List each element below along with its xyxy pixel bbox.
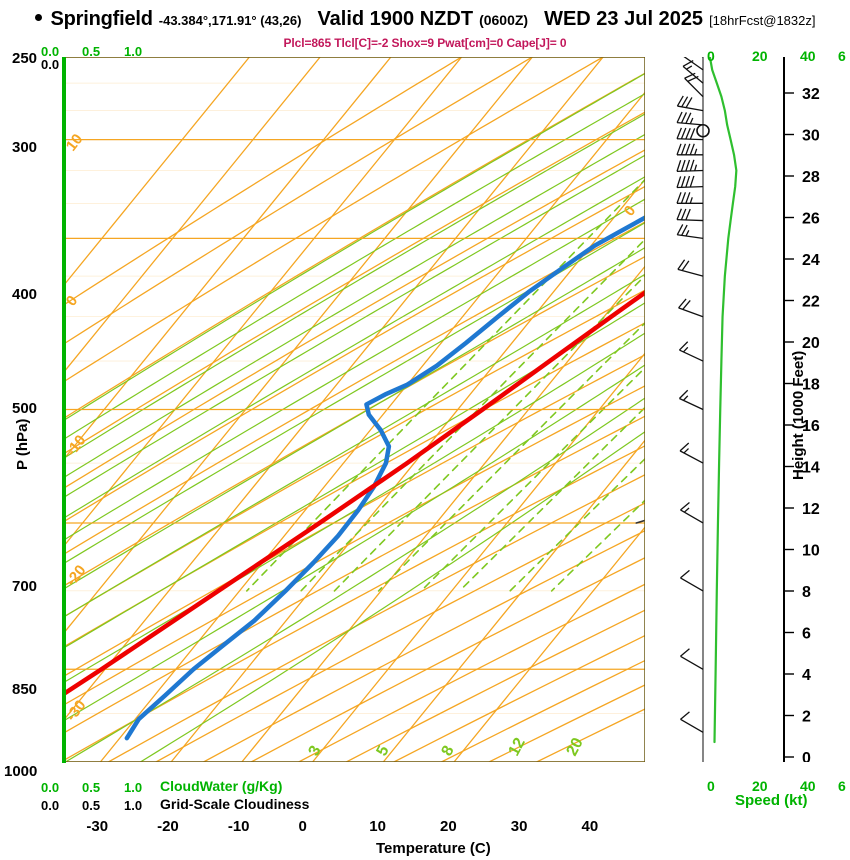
speed-tick-bottom-60: 6 bbox=[838, 778, 846, 794]
speed-tick-bottom-20: 20 bbox=[752, 778, 768, 794]
svg-text:24: 24 bbox=[802, 252, 820, 269]
speed-tick-top-0: 0 bbox=[707, 48, 715, 64]
valid-time-zulu: (0600Z) bbox=[479, 12, 529, 28]
speed-tick-top-20: 20 bbox=[752, 48, 768, 64]
speed-tick-top-60: 6 bbox=[838, 48, 846, 64]
sounding-parameters: Plcl=865 Tlcl[C]=-2 Shox=9 Pwat[cm]=0 Ca… bbox=[283, 36, 567, 50]
temperature-tick--30: -30 bbox=[86, 818, 109, 835]
height-axis: 32 30 28 26 24 22 20 18 16 14 12 10 8 6 4 2 0 bbox=[780, 57, 850, 767]
cloudwater-label: CloudWater (g/Kg) bbox=[160, 778, 283, 794]
valid-date: WED 23 Jul 2025 bbox=[544, 8, 704, 30]
cloudwater-tick-bottom-2: 1.0 bbox=[124, 780, 143, 795]
svg-text:0: 0 bbox=[621, 202, 640, 219]
svg-text:5: 5 bbox=[374, 743, 393, 759]
svg-text:4: 4 bbox=[802, 667, 811, 684]
wind-panel-svg bbox=[676, 57, 738, 762]
pressure-axis-label: P (hPa) bbox=[14, 418, 31, 470]
pressure-tick-300: 300 bbox=[12, 139, 38, 156]
cloudwater-axis-line bbox=[62, 57, 66, 763]
svg-text:6: 6 bbox=[802, 626, 811, 643]
speed-tick-top-40: 40 bbox=[800, 48, 816, 64]
cloudwater-tick-top-2: 1.0 bbox=[124, 44, 143, 59]
pressure-tick-400: 400 bbox=[12, 286, 38, 303]
svg-text:32: 32 bbox=[802, 86, 820, 103]
cloudwater-tick-top-0: 0.0 bbox=[41, 44, 60, 59]
temperature-trace bbox=[65, 289, 645, 696]
wind-barbs bbox=[676, 57, 710, 733]
svg-text:12: 12 bbox=[802, 501, 820, 518]
temperature-tick-10: 10 bbox=[369, 818, 386, 835]
speed-tick-bottom-0: 0 bbox=[707, 778, 715, 794]
svg-text:2: 2 bbox=[802, 709, 811, 726]
temperature-tick-40: 40 bbox=[581, 818, 599, 835]
temperature-tick--10: -10 bbox=[227, 818, 250, 835]
pressure-tick-500: 500 bbox=[12, 400, 38, 417]
station-name: Springfield bbox=[50, 8, 153, 30]
cloudiness-tick-top-0: 0.0 bbox=[41, 57, 60, 72]
skewt-plot-area[interactable]: 100-10-20-3001020303581220 bbox=[65, 57, 645, 762]
speed-tick-bottom-40: 40 bbox=[800, 778, 816, 794]
svg-text:22: 22 bbox=[802, 294, 820, 311]
temperature-tick-20: 20 bbox=[440, 818, 457, 835]
svg-text:26: 26 bbox=[802, 211, 820, 228]
svg-text:20: 20 bbox=[802, 335, 820, 352]
parcel-trace bbox=[635, 519, 645, 524]
cloudiness-tick-bottom-1: 0.5 bbox=[82, 798, 101, 813]
svg-text:8: 8 bbox=[802, 584, 811, 601]
svg-text:30: 30 bbox=[802, 128, 820, 145]
isopleth-labels: 100-10-20-3001020303581220 bbox=[65, 131, 640, 759]
temperature-axis-label: Temperature (C) bbox=[376, 840, 491, 857]
temperature-tick-0: 0 bbox=[298, 818, 307, 835]
height-axis-label: Height (1000 Feet) bbox=[790, 350, 807, 480]
dewpoint-trace bbox=[124, 215, 645, 741]
cloudwater-tick-bottom-0: 0.0 bbox=[41, 780, 60, 795]
svg-text:10: 10 bbox=[802, 543, 820, 560]
svg-text:14: 14 bbox=[802, 460, 820, 477]
wind-speed-profile bbox=[708, 57, 738, 744]
svg-text:8: 8 bbox=[439, 743, 458, 759]
pressure-tick-700: 700 bbox=[12, 578, 38, 595]
svg-text:16: 16 bbox=[802, 418, 820, 435]
moist-adiabat-lines bbox=[65, 72, 645, 762]
wind-barb-panel[interactable] bbox=[655, 57, 780, 762]
temperature-tick--20: -20 bbox=[157, 818, 179, 835]
speed-axis-label: Speed (kt) bbox=[735, 792, 808, 809]
station-coordinates: -43.384°,171.91° (43,26) bbox=[158, 13, 302, 28]
svg-text:10: 10 bbox=[65, 131, 86, 155]
svg-text:0: 0 bbox=[802, 750, 811, 762]
station-dot-icon bbox=[34, 14, 42, 21]
svg-text:28: 28 bbox=[802, 169, 820, 186]
cloudiness-tick-bottom-2: 1.0 bbox=[124, 798, 143, 813]
cloudwater-tick-bottom-1: 0.5 bbox=[82, 780, 101, 795]
svg-text:12: 12 bbox=[506, 735, 529, 759]
svg-text:20: 20 bbox=[564, 735, 587, 759]
pressure-tick-250: 250 bbox=[12, 50, 38, 67]
svg-text:18: 18 bbox=[802, 377, 820, 394]
isobar-lines bbox=[65, 57, 645, 762]
temperature-axis: -30 -20 -10 0 10 20 30 40 bbox=[0, 818, 850, 838]
cloudiness-label: Grid-Scale Cloudiness bbox=[160, 796, 310, 812]
mixing-ratio-lines bbox=[245, 178, 645, 592]
cloudiness-tick-bottom-0: 0.0 bbox=[41, 798, 60, 813]
valid-time: Valid 1900 NZDT bbox=[317, 8, 474, 30]
temperature-tick-30: 30 bbox=[510, 818, 528, 835]
forecast-info: [18hrFcst@1832z] bbox=[709, 13, 816, 28]
pressure-tick-850: 850 bbox=[12, 681, 38, 698]
cloudwater-tick-top-1: 0.5 bbox=[82, 44, 101, 59]
skewt-plot-svg: 100-10-20-3001020303581220 bbox=[65, 57, 645, 762]
chart-header: Springfield -43.384°,171.91° (43,26) Val… bbox=[0, 8, 850, 34]
pressure-tick-1000: 1000 bbox=[4, 763, 38, 780]
